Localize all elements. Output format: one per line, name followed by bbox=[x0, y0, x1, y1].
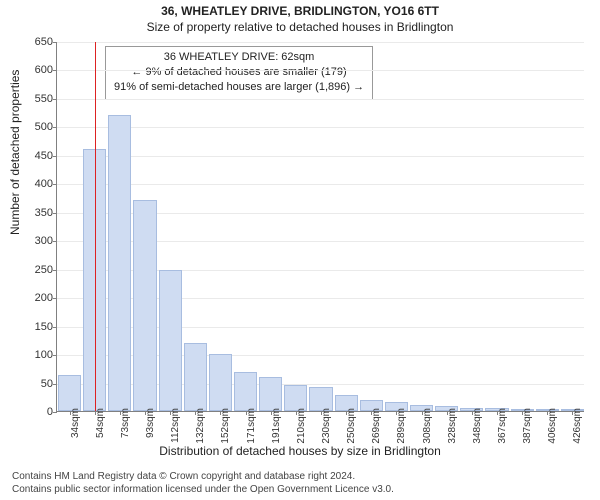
y-tick-label: 450 bbox=[21, 150, 53, 162]
y-tick-mark bbox=[53, 156, 57, 157]
y-tick-label: 400 bbox=[21, 178, 53, 190]
x-tick-label: 289sqm bbox=[396, 408, 407, 444]
x-tick-label: 387sqm bbox=[522, 408, 533, 444]
x-tick-label: 34sqm bbox=[70, 408, 81, 438]
y-tick-mark bbox=[53, 327, 57, 328]
x-tick-label: 269sqm bbox=[371, 408, 382, 444]
x-tick-label: 73sqm bbox=[120, 408, 131, 438]
x-tick-label: 348sqm bbox=[472, 408, 483, 444]
y-tick-mark bbox=[53, 412, 57, 413]
y-tick-mark bbox=[53, 99, 57, 100]
footer-attribution: Contains HM Land Registry data © Crown c… bbox=[12, 470, 588, 496]
y-tick-label: 550 bbox=[21, 93, 53, 105]
x-axis-label: Distribution of detached houses by size … bbox=[0, 444, 600, 458]
annotation-line2: ← 9% of detached houses are smaller (179… bbox=[114, 65, 364, 80]
plot-area: 36 WHEATLEY DRIVE: 62sqm ← 9% of detache… bbox=[56, 42, 584, 412]
x-tick-label: 367sqm bbox=[497, 408, 508, 444]
histogram-bar bbox=[184, 343, 207, 411]
x-tick-label: 152sqm bbox=[220, 408, 231, 444]
gridline bbox=[57, 70, 584, 71]
y-tick-label: 0 bbox=[21, 406, 53, 418]
annotation-box: 36 WHEATLEY DRIVE: 62sqm ← 9% of detache… bbox=[105, 46, 373, 100]
x-tick-label: 112sqm bbox=[170, 408, 181, 443]
y-tick-mark bbox=[53, 270, 57, 271]
histogram-bar bbox=[159, 270, 182, 411]
y-tick-label: 200 bbox=[21, 292, 53, 304]
chart-title: 36, WHEATLEY DRIVE, BRIDLINGTON, YO16 6T… bbox=[0, 4, 600, 18]
x-tick-label: 171sqm bbox=[246, 408, 257, 444]
y-tick-label: 100 bbox=[21, 349, 53, 361]
gridline bbox=[57, 156, 584, 157]
y-tick-label: 300 bbox=[21, 235, 53, 247]
histogram-bar bbox=[234, 372, 257, 411]
y-tick-label: 50 bbox=[21, 378, 53, 390]
y-tick-mark bbox=[53, 355, 57, 356]
gridline bbox=[57, 99, 584, 100]
gridline bbox=[57, 127, 584, 128]
y-axis-label: Number of detached properties bbox=[8, 70, 22, 235]
y-tick-label: 250 bbox=[21, 264, 53, 276]
chart-subtitle: Size of property relative to detached ho… bbox=[0, 20, 600, 34]
gridline bbox=[57, 184, 584, 185]
x-tick-label: 328sqm bbox=[447, 408, 458, 444]
x-tick-label: 230sqm bbox=[321, 408, 332, 444]
reference-line bbox=[95, 42, 96, 411]
y-tick-mark bbox=[53, 298, 57, 299]
histogram-bar bbox=[108, 115, 131, 411]
histogram-bar bbox=[209, 354, 232, 411]
y-tick-mark bbox=[53, 213, 57, 214]
gridline bbox=[57, 42, 584, 43]
x-tick-label: 250sqm bbox=[346, 408, 357, 444]
x-tick-label: 191sqm bbox=[271, 408, 282, 444]
footer-line2: Contains public sector information licen… bbox=[12, 483, 588, 496]
x-tick-label: 406sqm bbox=[547, 408, 558, 444]
y-tick-label: 600 bbox=[21, 64, 53, 76]
y-tick-label: 650 bbox=[21, 36, 53, 48]
annotation-line1: 36 WHEATLEY DRIVE: 62sqm bbox=[114, 50, 364, 65]
y-tick-mark bbox=[53, 241, 57, 242]
y-tick-mark bbox=[53, 70, 57, 71]
y-tick-mark bbox=[53, 127, 57, 128]
x-tick-label: 132sqm bbox=[195, 408, 206, 444]
x-tick-label: 308sqm bbox=[422, 408, 433, 444]
y-tick-mark bbox=[53, 184, 57, 185]
x-tick-label: 93sqm bbox=[145, 408, 156, 438]
y-tick-label: 350 bbox=[21, 207, 53, 219]
x-tick-label: 210sqm bbox=[296, 408, 307, 444]
y-tick-label: 150 bbox=[21, 321, 53, 333]
y-tick-mark bbox=[53, 384, 57, 385]
x-tick-label: 54sqm bbox=[95, 408, 106, 438]
y-tick-mark bbox=[53, 42, 57, 43]
x-tick-label: 426sqm bbox=[572, 408, 583, 444]
histogram-bar bbox=[133, 200, 156, 411]
y-tick-label: 500 bbox=[21, 121, 53, 133]
histogram-bar bbox=[58, 375, 81, 411]
footer-line1: Contains HM Land Registry data © Crown c… bbox=[12, 470, 588, 483]
histogram-bar bbox=[259, 377, 282, 411]
annotation-line3: 91% of semi-detached houses are larger (… bbox=[114, 80, 364, 95]
